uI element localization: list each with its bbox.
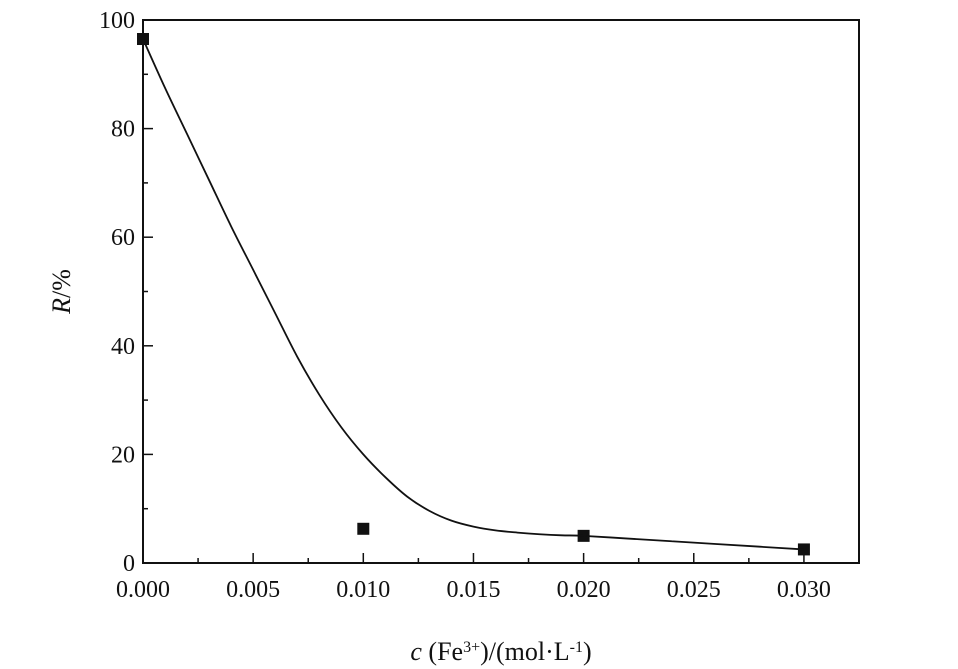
y-tick-label: 100 bbox=[99, 8, 135, 34]
fit-curve bbox=[142, 38, 804, 551]
x-tick-label: 0.015 bbox=[446, 577, 500, 603]
x-axis-ticks: 0.000 0.005 0.010 0.015 0.020 0.025 0.030 bbox=[116, 553, 831, 603]
y-axis-title-suffix: /% bbox=[47, 269, 76, 298]
y-axis-title-variable: R bbox=[47, 298, 76, 315]
y-tick-label: 60 bbox=[111, 225, 135, 251]
y-tick-label: 0 bbox=[123, 551, 135, 577]
x-tick-label: 0.025 bbox=[667, 577, 721, 603]
x-tick-label: 0.010 bbox=[336, 577, 390, 603]
y-tick-label: 20 bbox=[111, 442, 135, 468]
y-tick-label: 80 bbox=[111, 117, 135, 143]
data-point-marker bbox=[357, 522, 370, 535]
x-tick-label: 0.000 bbox=[116, 577, 170, 603]
x-axis-title-unit: )/(mol·L bbox=[480, 637, 570, 666]
x-axis-title-superscript-charge: 3+ bbox=[463, 639, 480, 656]
x-axis-title: c (Fe3+)/(mol·L-1) bbox=[410, 637, 591, 666]
x-tick-label: 0.020 bbox=[557, 577, 611, 603]
x-axis-title-variable: c bbox=[410, 637, 422, 666]
y-axis-ticks: 0 20 40 60 80 100 bbox=[99, 8, 153, 577]
y-tick-label: 40 bbox=[111, 334, 135, 360]
x-axis-title-superscript-exponent: -1 bbox=[570, 639, 583, 656]
x-tick-label: 0.030 bbox=[777, 577, 831, 603]
x-tick-label: 0.005 bbox=[226, 577, 280, 603]
y-axis-title: R/% bbox=[47, 269, 76, 315]
x-axis-title-suffix: ) bbox=[583, 637, 592, 666]
series-layer bbox=[137, 33, 810, 556]
plot-frame bbox=[142, 19, 860, 564]
x-axis-title-prefix: (Fe bbox=[422, 637, 463, 666]
